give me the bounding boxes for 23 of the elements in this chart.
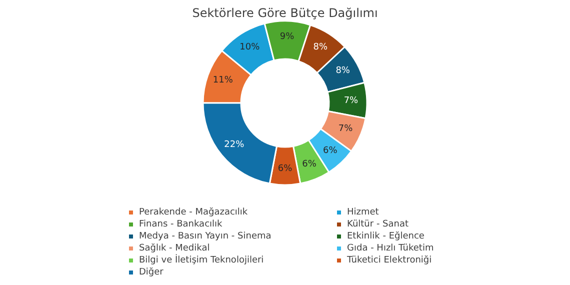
data-label: 10% xyxy=(240,42,260,52)
data-label: 8% xyxy=(313,42,328,52)
data-label: 6% xyxy=(323,146,338,156)
data-label: 7% xyxy=(344,96,359,106)
data-label: 22% xyxy=(224,140,245,150)
legend-label: Diğer xyxy=(139,266,164,278)
legend-label: Bilgi ve İletişim Teknolojileri xyxy=(139,254,264,266)
legend-label: Kültür - Sanat xyxy=(347,220,410,230)
legend-label: Sağlık - Medikal xyxy=(139,242,210,254)
legend-label: Tüketici Elektroniği xyxy=(346,254,432,266)
data-label: 6% xyxy=(278,164,293,174)
data-label: 9% xyxy=(280,32,295,42)
legend-label: Etkinlik - Eğlence xyxy=(347,230,425,242)
legend-label: Perakende - Mağazacılık xyxy=(139,206,248,218)
legend-label: Gıda - Hızlı Tüketim xyxy=(347,244,434,254)
legend-label: Hizmet xyxy=(347,208,380,218)
data-label: 8% xyxy=(336,66,350,76)
legend-label: Finans - Bankacılık xyxy=(139,220,224,230)
data-label: 7% xyxy=(338,124,354,134)
legend-label: Medya - Basın Yayın - Sinema xyxy=(139,232,272,242)
chart-title: Sektörlere Göre Bütçe Dağılımı xyxy=(192,6,378,20)
data-label: 11% xyxy=(212,76,234,86)
data-label: 6% xyxy=(302,159,317,170)
